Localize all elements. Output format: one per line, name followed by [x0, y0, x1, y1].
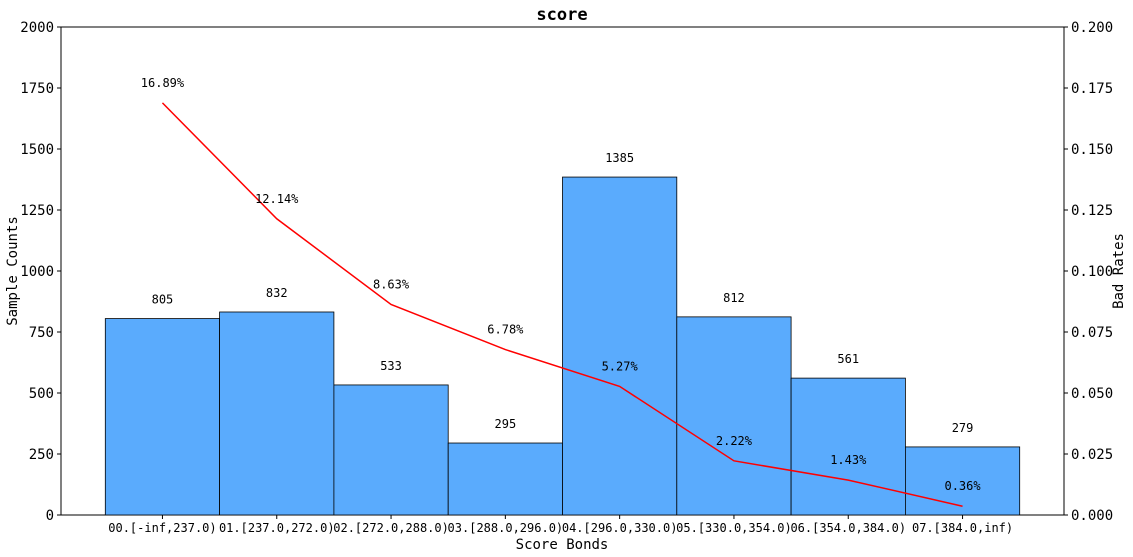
y-tick-label: 0 — [46, 508, 54, 524]
x-tick-label: 03.[288.0,296.0) — [448, 521, 564, 535]
bad-rate-label: 6.78% — [487, 323, 524, 337]
x-axis-label: Score Bonds — [516, 537, 609, 553]
x-tick-label: 02.[272.0,288.0) — [333, 521, 449, 535]
x-tick-label: 06.[354.0,384.0) — [790, 521, 906, 535]
y2-tick-label: 0.125 — [1071, 203, 1113, 219]
bar — [333, 384, 449, 516]
y2-tick-label: 0.100 — [1071, 264, 1113, 280]
bad-rate-label: 0.36% — [944, 479, 981, 493]
y2-tick-label: 0.000 — [1071, 508, 1113, 524]
bar-value-label: 561 — [837, 352, 859, 366]
bad-rate-label: 5.27% — [602, 359, 639, 373]
bar-value-label: 832 — [266, 286, 288, 300]
y-tick-label: 1750 — [20, 81, 54, 97]
bar-value-label: 533 — [380, 359, 402, 373]
bad-rate-label: 8.63% — [373, 277, 410, 291]
bad-rate-label: 2.22% — [716, 434, 753, 448]
bad-rate-line — [161, 102, 963, 507]
y2-tick-label: 0.200 — [1071, 20, 1113, 36]
y2-tick-label: 0.150 — [1071, 142, 1113, 158]
bar-value-label: 295 — [495, 417, 517, 431]
bar — [676, 316, 792, 516]
y-tick-label: 500 — [29, 386, 54, 402]
y-tick-label: 1250 — [20, 203, 54, 219]
y-axis-label: Sample Counts — [5, 216, 21, 326]
bar — [104, 318, 221, 516]
y-tick-label: 1500 — [20, 142, 54, 158]
bar-value-label: 812 — [723, 291, 745, 305]
chart-title: score — [536, 5, 587, 25]
bar — [447, 442, 563, 516]
y2-tick-label: 0.075 — [1071, 325, 1113, 341]
y2-tick-label: 0.025 — [1071, 447, 1113, 463]
y2-tick-label: 0.175 — [1071, 81, 1113, 97]
x-tick-label: 00.[-inf,237.0) — [108, 521, 216, 535]
bar-value-label: 805 — [152, 293, 174, 307]
bad-rate-label: 16.89% — [141, 76, 185, 90]
x-tick-label: 07.[384.0,inf) — [912, 521, 1013, 535]
y2-tick-label: 0.050 — [1071, 386, 1113, 402]
y-tick-label: 1000 — [20, 264, 54, 280]
x-tick-label: 04.[296.0,330.0) — [562, 521, 678, 535]
bar — [562, 176, 678, 516]
bar — [219, 311, 335, 516]
plot-area: 0 250 500 750 1000 1250 1500 1750 2000 0.000 0.025… — [20, 20, 1113, 535]
y-tick-label: 750 — [29, 325, 54, 341]
bar — [790, 377, 906, 516]
x-tick-label: 05.[330.0,354.0) — [676, 521, 792, 535]
x-tick-label: 01.[237.0,272.0) — [219, 521, 335, 535]
y2-axis-label: Bad Rates — [1111, 233, 1127, 309]
bar-value-label: 1385 — [605, 151, 634, 165]
bar — [905, 446, 1021, 516]
bad-rate-label: 1.43% — [830, 453, 867, 467]
y-tick-label: 250 — [29, 447, 54, 463]
y-tick-label: 2000 — [20, 20, 54, 36]
bar-value-label: 279 — [952, 421, 974, 435]
bad-rate-label: 12.14% — [255, 192, 299, 206]
